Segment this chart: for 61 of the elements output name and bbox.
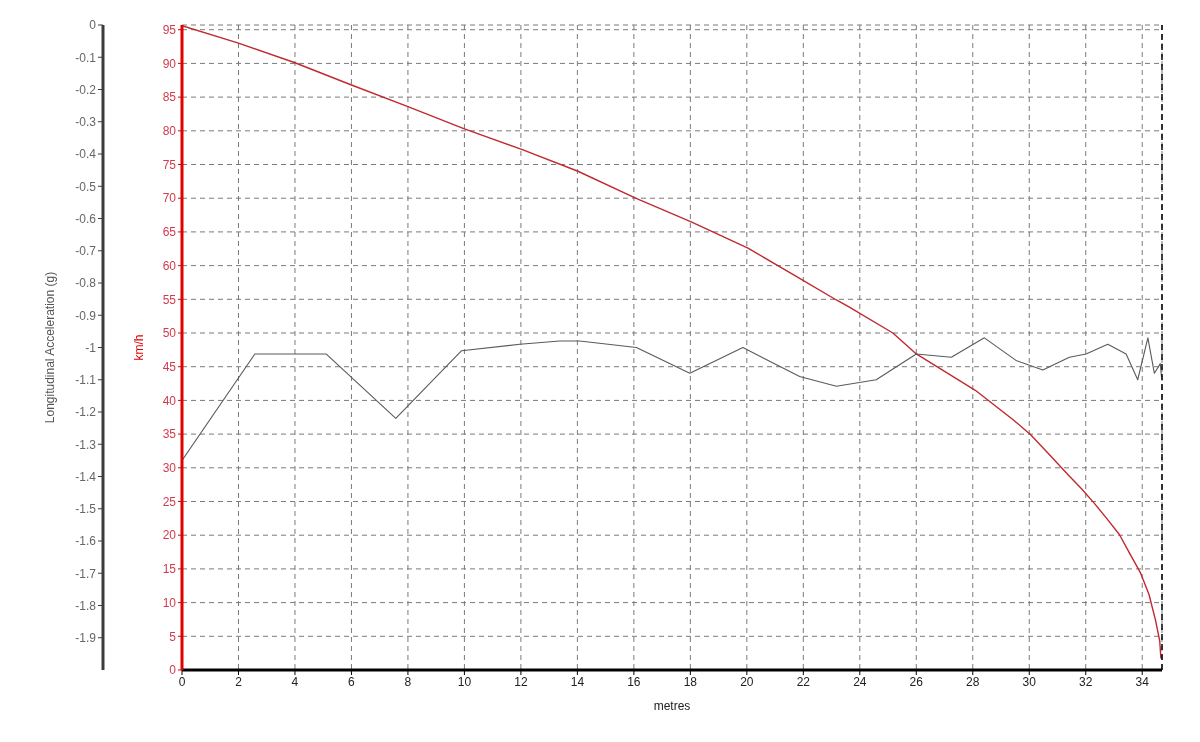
y2-tick-label: -0.7 (75, 244, 97, 259)
y-tick-label: 55 (162, 292, 177, 307)
y2-tick-label: -1.3 (75, 437, 97, 452)
y-axis-title: km/h (132, 334, 147, 361)
y2-tick-label: -0.4 (75, 147, 97, 162)
x-axis-title: metres (653, 699, 691, 713)
x-tick-label: 30 (1022, 674, 1037, 689)
y2-tick-label: -1 (85, 340, 97, 355)
y2-tick-label: -1.4 (75, 469, 97, 484)
y-tick-label: 50 (162, 326, 177, 341)
x-tick-label: 12 (514, 674, 528, 689)
y-tick-label: 85 (162, 90, 177, 105)
y2-tick-label: -0.3 (75, 115, 97, 130)
y-tick-label: 80 (162, 124, 177, 139)
x-tick-label: 16 (627, 674, 641, 689)
y2-tick-label: -0.9 (75, 308, 97, 323)
y-tick-label: 75 (162, 157, 177, 172)
x-tick-label: 34 (1135, 674, 1150, 689)
x-tick-label: 6 (348, 674, 356, 689)
y2-tick-label: -0.2 (75, 82, 97, 97)
y2-tick-label: -1.7 (75, 566, 97, 581)
y2-axis-title: Longitudinal Acceleration (g) (43, 271, 58, 424)
y-tick-label: 45 (162, 359, 177, 374)
x-tick-label: 22 (796, 674, 811, 689)
y2-tick-label: -1.2 (75, 405, 97, 420)
x-tick-label: 10 (457, 674, 472, 689)
y-tick-label: 60 (162, 258, 177, 273)
line-series (182, 337, 1162, 461)
y-tick-label: 70 (162, 191, 177, 206)
x-tick-label: 18 (683, 674, 698, 689)
x-tick-label: 28 (966, 674, 980, 689)
y-tick-label: 40 (162, 393, 177, 408)
y-tick-label: 30 (162, 461, 177, 476)
x-tick-label: 26 (909, 674, 924, 689)
y-tick-label: 65 (162, 225, 177, 240)
y-tick-label: 15 (162, 562, 177, 577)
y-tick-label: 25 (162, 494, 177, 509)
y2-tick-label: -1.8 (75, 598, 97, 613)
x-tick-label: 8 (404, 674, 412, 689)
y2-tick-label: -0.1 (75, 50, 97, 65)
y-tick-label: 90 (162, 56, 177, 71)
x-tick-label: 32 (1079, 674, 1093, 689)
x-tick-label: 14 (570, 674, 585, 689)
x-tick-label: 2 (235, 674, 243, 689)
y-tick-label: 35 (162, 427, 177, 442)
y2-tick-label: -0.5 (75, 179, 97, 194)
y2-tick-label: 0 (89, 18, 97, 33)
y-tick-label: 20 (162, 528, 177, 543)
y-tick-label: 5 (169, 629, 177, 644)
y2-tick-label: -1.1 (75, 373, 97, 388)
x-tick-label: 4 (291, 674, 299, 689)
y-tick-label: 10 (162, 595, 177, 610)
y-tick-label: 0 (169, 663, 177, 678)
y2-tick-label: -0.6 (75, 211, 97, 226)
x-tick-label: 24 (853, 674, 867, 689)
y-tick-label: 95 (162, 22, 177, 37)
y2-tick-label: -1.5 (75, 502, 97, 517)
y2-tick-label: -1.6 (75, 534, 97, 549)
y2-tick-label: -0.8 (75, 276, 97, 291)
y2-tick-label: -1.9 (75, 631, 97, 646)
x-tick-label: 20 (740, 674, 754, 689)
